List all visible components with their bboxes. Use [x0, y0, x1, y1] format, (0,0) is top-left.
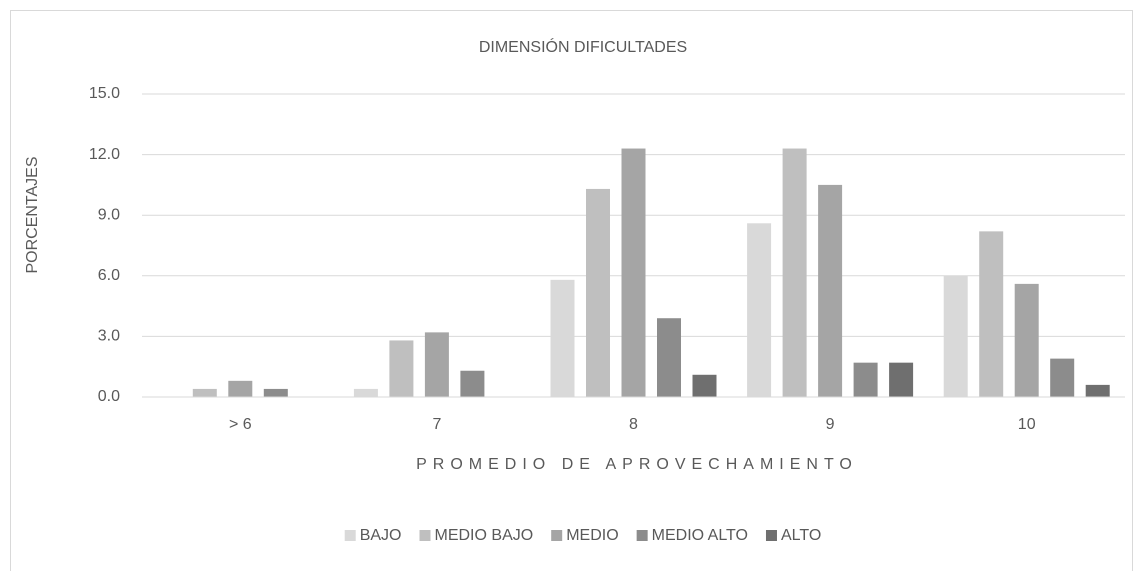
legend-swatch: [551, 530, 563, 541]
x-tick-label: 10: [1018, 416, 1036, 433]
bar: [657, 318, 681, 397]
bar: [943, 275, 968, 397]
legend-label: ALTO: [781, 527, 821, 544]
bar: [979, 231, 1004, 397]
bar: [782, 148, 807, 397]
bar: [818, 184, 843, 397]
legend-label: MEDIO: [566, 527, 618, 544]
y-tick-label: 6.0: [98, 267, 120, 284]
bar: [1050, 358, 1075, 397]
bar: [889, 362, 914, 397]
y-tick-label: 15.0: [89, 85, 120, 102]
legend-swatch: [636, 530, 648, 541]
legend-swatch: [344, 530, 356, 541]
x-tick-label: 9: [826, 416, 835, 433]
y-axis-label: PORCENTAJES: [24, 156, 41, 273]
x-tick-label: 8: [629, 416, 638, 433]
bar: [192, 388, 217, 397]
bar: [424, 332, 449, 397]
bar: [550, 279, 575, 397]
bar: [353, 388, 378, 397]
chart-title: DIMENSIÓN DIFICULTADES: [479, 37, 687, 56]
bar: [853, 362, 878, 397]
legend-label: MEDIO BAJO: [435, 527, 534, 544]
bar: [460, 370, 485, 397]
bar: [263, 388, 288, 397]
bar: [1085, 384, 1110, 397]
legend-swatch: [419, 530, 431, 541]
bar: [747, 223, 772, 397]
bar: [621, 148, 646, 397]
bar: [692, 374, 717, 397]
legend-swatch: [765, 530, 777, 541]
bar: [228, 380, 253, 397]
y-tick-label: 9.0: [98, 206, 120, 223]
bar: [586, 188, 610, 397]
bar: [389, 340, 414, 397]
y-tick-label: 0.0: [98, 388, 120, 405]
y-tick-label: 12.0: [89, 146, 120, 163]
x-tick-label: > 6: [229, 416, 252, 433]
legend-label: BAJO: [360, 527, 402, 544]
x-tick-label: 7: [432, 416, 441, 433]
bar: [1014, 283, 1039, 397]
legend-label: MEDIO ALTO: [652, 527, 748, 544]
y-tick-label: 3.0: [98, 328, 120, 345]
x-axis-label: PROMEDIO DE APROVECHAMIENTO: [416, 456, 858, 473]
